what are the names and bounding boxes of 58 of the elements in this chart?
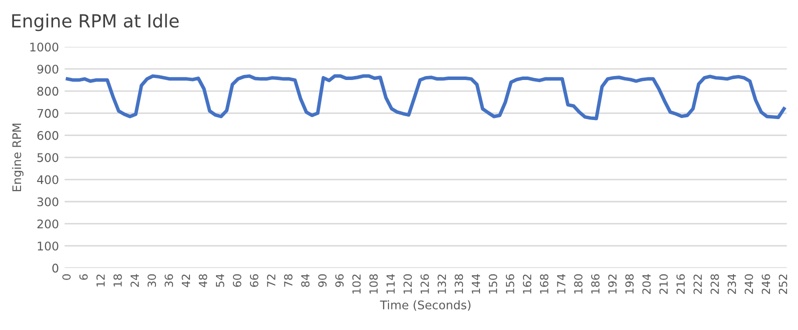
x-tick-label: 30 (148, 274, 156, 287)
x-tick-label: 72 (267, 274, 276, 287)
x-tick-label: 246 (762, 274, 770, 294)
x-tick-label: 180 (574, 274, 582, 294)
x-tick-label: 24 (130, 274, 139, 287)
x-tick-label: 18 (113, 274, 122, 286)
x-tick-label: 210 (659, 274, 668, 294)
y-axis-title: Engine RPM (12, 124, 24, 192)
x-tick-label: 222 (694, 274, 702, 294)
x-tick-label: 102 (352, 274, 361, 294)
y-tick-label: 700 (38, 108, 58, 118)
y-tick-label: 300 (37, 197, 58, 206)
x-tick-label: 126 (420, 274, 429, 294)
y-tick-label: 800 (37, 86, 58, 96)
x-tick-label: 54 (216, 274, 224, 287)
x-tick-label: 204 (642, 274, 651, 294)
y-tick-label: 600 (37, 131, 58, 140)
x-tick-label: 162 (522, 274, 532, 294)
y-tick-label: 500 (37, 153, 58, 162)
x-tick-label: 252 (778, 274, 788, 294)
x-tick-label: 138 (454, 274, 464, 294)
x-tick-label: 156 (506, 274, 514, 294)
x-tick-label: 12 (96, 274, 105, 286)
x-tick-label: 150 (488, 274, 498, 294)
x-tick-label: 186 (591, 274, 600, 294)
y-tick-label: 100 (38, 242, 58, 251)
y-tick-label: 200 (37, 219, 58, 228)
x-tick-label: 234 (728, 274, 736, 294)
x-tick-label: 114 (386, 274, 395, 294)
y-tick-label: 900 (37, 64, 58, 74)
x-tick-label: 216 (676, 274, 685, 294)
y-tick-label: 0 (52, 264, 58, 273)
x-tick-label: 144 (472, 274, 480, 294)
chart-title: Engine RPM at Idle (12, 14, 179, 32)
x-tick-label: 6 (79, 274, 88, 280)
x-tick-label: 0 (62, 274, 71, 280)
x-tick-label: 168 (540, 274, 548, 294)
x-tick-label: 36 (164, 274, 174, 287)
x-tick-label: 84 (301, 274, 310, 287)
x-tick-label: 198 (625, 274, 634, 294)
x-tick-label: 228 (710, 274, 719, 294)
x-tick-label: 240 (744, 274, 754, 294)
x-tick-label: 42 (182, 274, 190, 288)
x-tick-label: 132 (438, 274, 446, 294)
x-tick-label: 48 (198, 274, 208, 288)
x-tick-label: 78 (284, 274, 292, 287)
line-series (66, 74, 786, 120)
x-tick-label: 120 (403, 274, 412, 294)
x-tick-label: 192 (608, 274, 617, 294)
x-tick-label: 174 (557, 274, 566, 294)
x-tick-label: 60 (232, 274, 242, 287)
x-tick-label: 66 (250, 274, 258, 287)
x-tick-label: 108 (369, 274, 378, 294)
y-tick-label: 1000 (30, 42, 58, 52)
x-tick-label: 90 (318, 274, 327, 287)
x-axis-title: Time (Seconds) (380, 300, 470, 311)
x-tick-label: 96 (335, 274, 344, 287)
y-tick-label: 400 (37, 175, 58, 184)
